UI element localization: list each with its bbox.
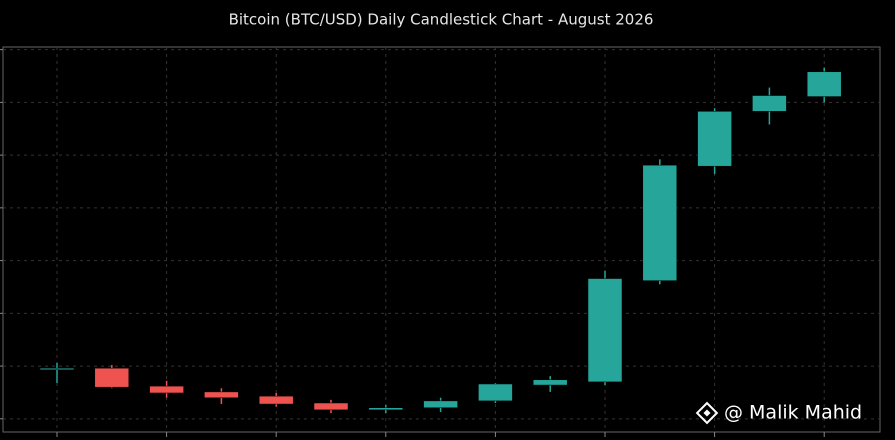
watermark-text: @ Malik Mahid: [724, 402, 862, 424]
candle-body: [587, 278, 623, 383]
candle-body: [752, 95, 787, 112]
plot-layer: [0, 47, 880, 437]
candle-body: [642, 164, 678, 281]
candle-body: [39, 367, 75, 371]
candle-body: [806, 71, 842, 97]
chart-title: Bitcoin (BTC/USD) Daily Candlestick Char…: [229, 11, 654, 29]
candle-body: [532, 379, 568, 386]
logo-diamond: [695, 401, 719, 425]
candle-body: [423, 400, 458, 408]
candle-body: [204, 391, 239, 398]
candle-body: [478, 383, 513, 402]
plot-frame: [2, 46, 881, 433]
candle-body: [368, 407, 404, 411]
candle-body: [313, 402, 349, 411]
watermark-logo: [695, 401, 719, 425]
candle-body: [149, 385, 184, 394]
logo-center: [703, 409, 711, 417]
candle-body: [94, 367, 130, 388]
candle-body: [697, 111, 732, 167]
watermark: @ Malik Mahid: [695, 401, 862, 425]
candle-body: [258, 395, 294, 405]
